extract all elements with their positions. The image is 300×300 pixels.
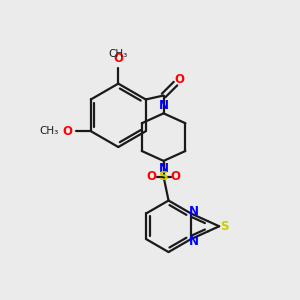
Text: O: O — [147, 170, 157, 183]
Text: N: N — [159, 99, 169, 112]
Text: CH₃: CH₃ — [39, 126, 58, 136]
Text: N: N — [189, 235, 199, 248]
Text: S: S — [220, 220, 228, 233]
Text: S: S — [159, 170, 168, 183]
Text: N: N — [159, 162, 169, 175]
Text: O: O — [62, 125, 72, 138]
Text: O: O — [170, 170, 181, 183]
Text: O: O — [113, 52, 123, 65]
Text: N: N — [189, 205, 199, 218]
Text: CH₃: CH₃ — [109, 49, 128, 59]
Text: O: O — [174, 73, 184, 86]
